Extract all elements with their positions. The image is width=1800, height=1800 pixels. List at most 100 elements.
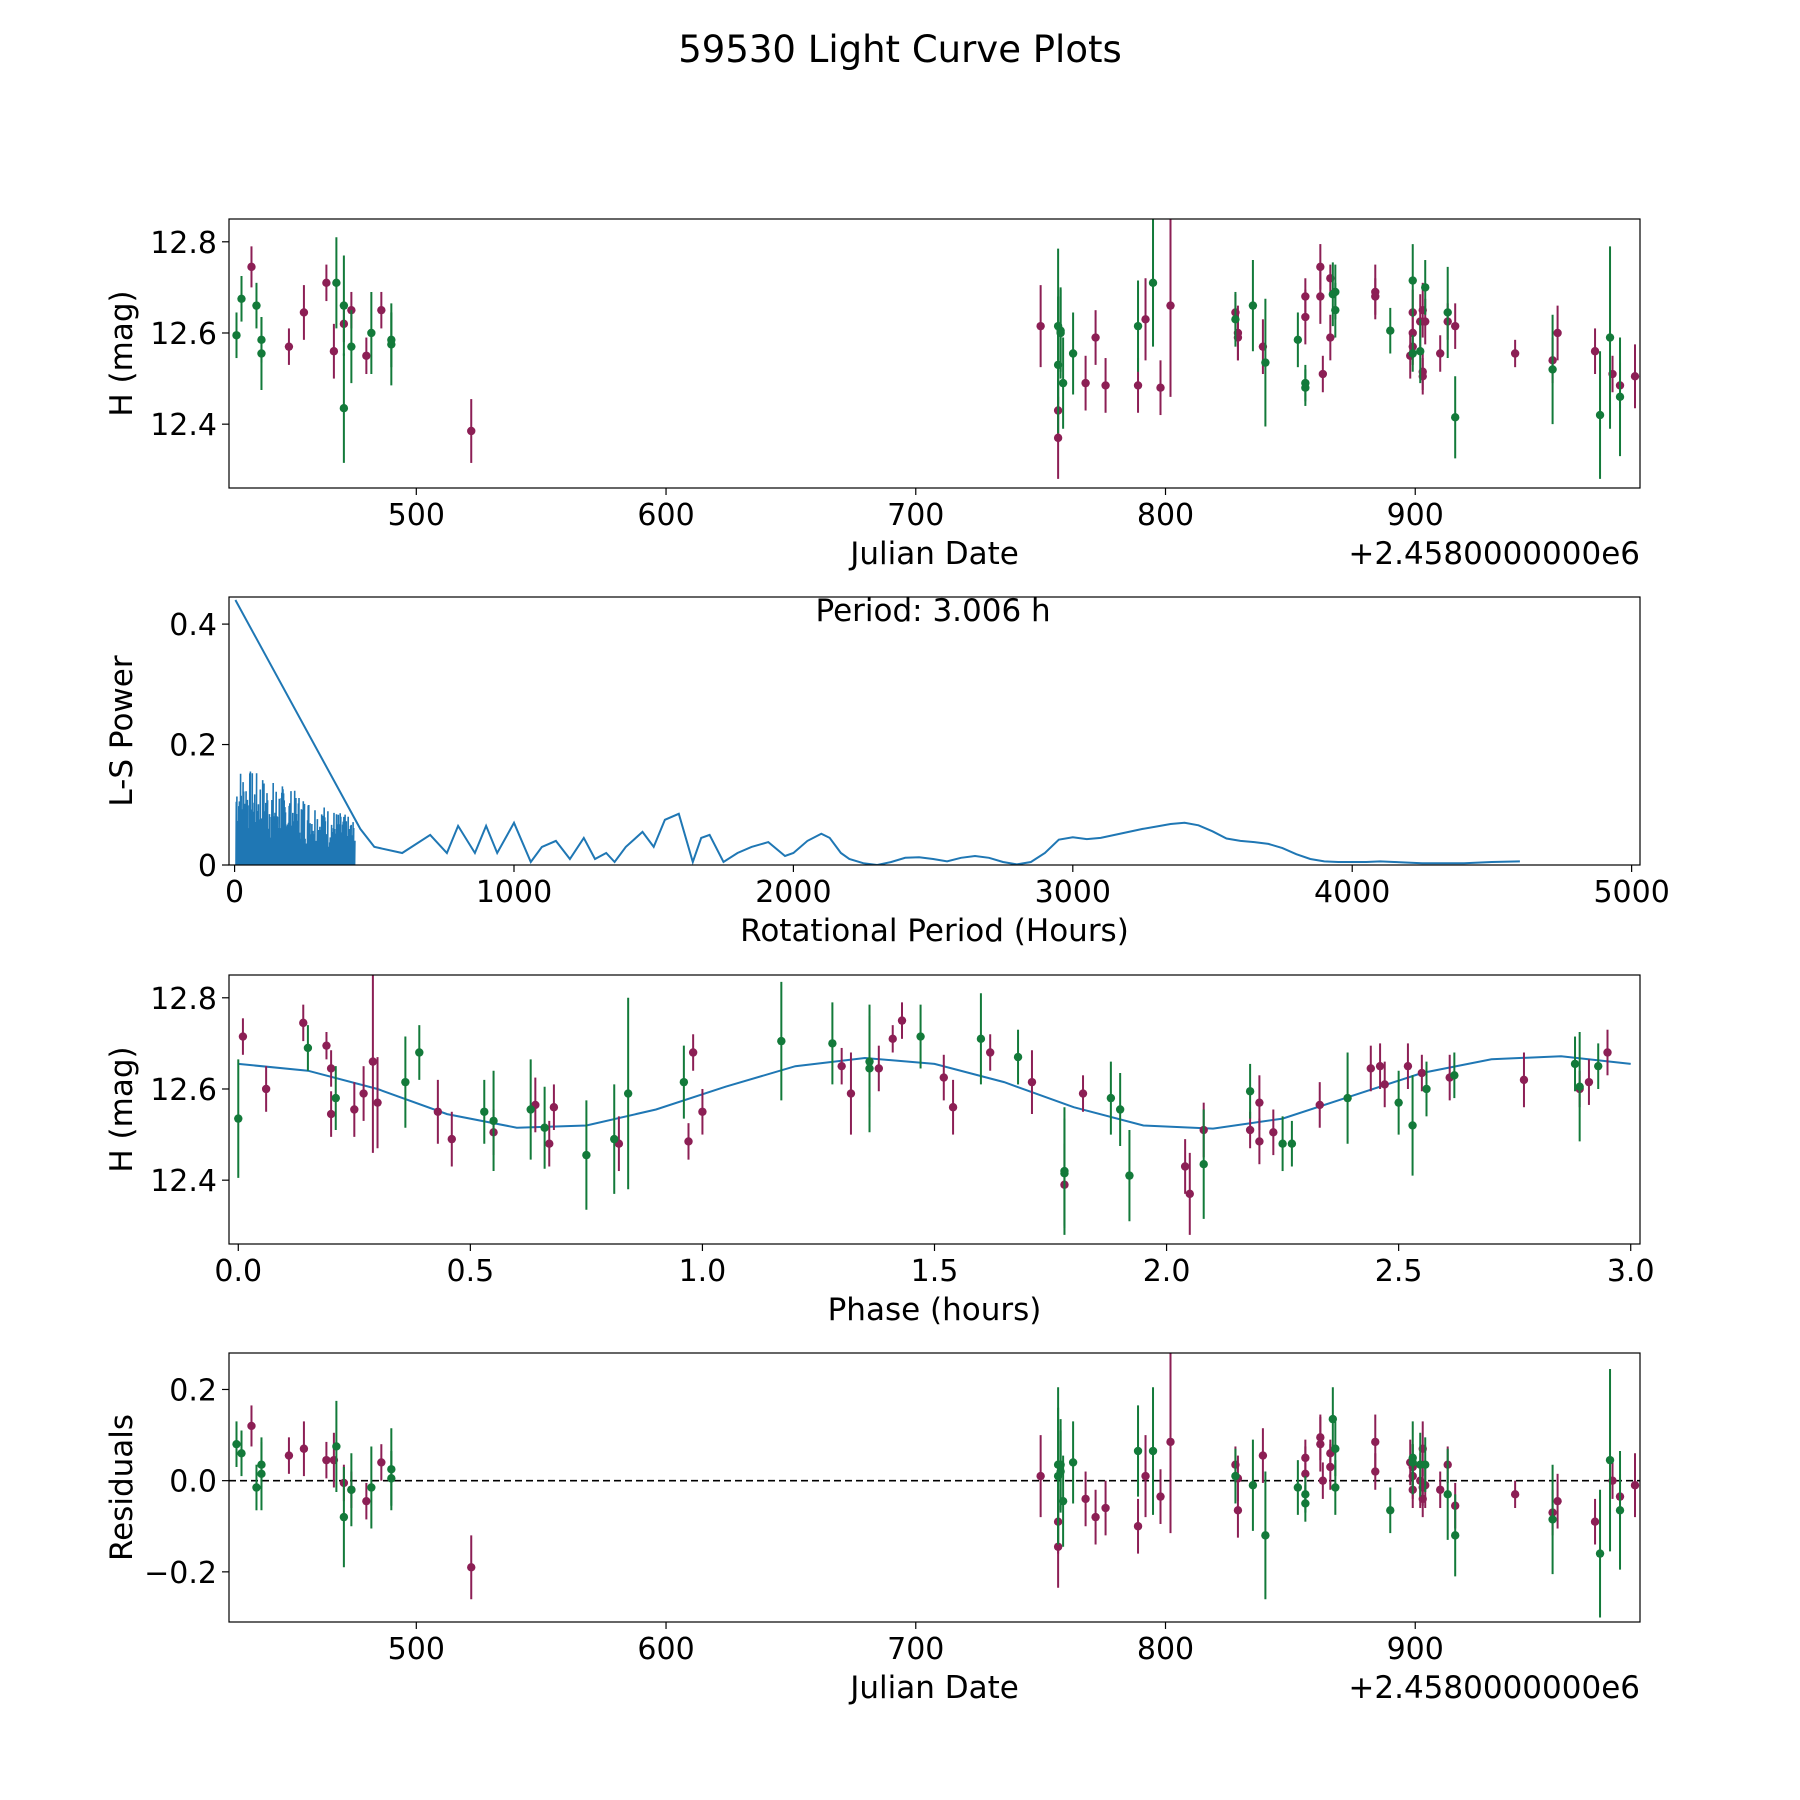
data-point [1166,301,1175,310]
data-point [526,1105,535,1114]
data-point [837,1061,846,1071]
data-point [322,1455,331,1465]
y-tick-label: 12.4 [150,1164,217,1199]
series-filter-m [247,219,1640,479]
period-annotation: Period: 3.006 h [815,593,1050,629]
data-point [1394,1098,1403,1107]
data-point [1060,1169,1069,1178]
data-point [540,1123,549,1132]
x-tick-label: 800 [1137,1632,1194,1667]
data-point [284,1451,294,1460]
data-point [1078,1089,1088,1098]
data-point [1141,1471,1150,1481]
data-point [1417,1068,1427,1078]
y-tick-label: 0.2 [169,1373,217,1408]
data-point [1091,333,1100,342]
data-point [1068,349,1078,358]
data-point [350,1105,359,1114]
data-point [387,335,396,345]
data-point [1450,1071,1459,1080]
data-point [247,262,256,272]
data-point [1101,381,1110,390]
data-point [1287,1139,1297,1148]
data-point [1301,1499,1310,1508]
data-point [1027,1077,1037,1087]
data-point [1316,262,1325,272]
data-point [1255,1137,1264,1146]
data-point [339,1512,349,1522]
y-tick-label: 0.0 [169,1465,217,1500]
data-point [347,305,356,315]
data-point [1343,1093,1352,1103]
data-point [252,1483,261,1492]
data-point [1605,1455,1615,1465]
data-point [874,1064,884,1073]
data-point [684,1137,693,1146]
series-filter-g [232,219,1625,479]
x-tick-label: 5000 [1593,875,1669,910]
data-point [232,331,241,340]
data-point [897,1016,907,1025]
x-tick-label: 2.5 [1375,1254,1423,1289]
data-point [332,278,341,288]
data-point [1615,1506,1625,1515]
data-point [1371,1467,1380,1476]
data-point [1133,1446,1143,1456]
data-point [1331,1483,1340,1492]
data-point [1331,1444,1340,1453]
data-point [1421,317,1430,326]
y-tick-label: 12.6 [150,1073,217,1108]
data-point [1421,1460,1430,1469]
axes-frame [228,1352,1641,1623]
data-point [467,426,476,436]
data-point [1594,1061,1603,1071]
data-point [610,1134,619,1144]
data-point [582,1150,591,1160]
x-axis-label: Rotational Period (Hours) [740,913,1129,949]
data-point [257,349,266,358]
data-point [1436,349,1445,358]
data-point [1366,1064,1375,1073]
data-point [939,1073,948,1082]
data-point [1584,1077,1594,1087]
data-point [1248,1481,1258,1490]
periodogram-line [234,599,1520,865]
x-tick-label: 600 [637,498,694,533]
y-axis-label: Residuals [104,1414,140,1561]
data-point [1255,1098,1264,1107]
data-point [1450,321,1460,331]
data-point [1316,292,1325,301]
data-point [1380,1080,1389,1089]
data-point [1318,1476,1328,1485]
data-point [480,1107,489,1116]
x-tick-label: 2.0 [1143,1254,1191,1289]
data-point [1519,1075,1529,1085]
data-point [1371,1437,1380,1447]
plot-area [234,599,1520,865]
data-point [1115,1105,1125,1114]
data-point [299,1444,309,1453]
data-point [1148,1446,1158,1456]
data-point [1315,1100,1324,1110]
data-point [1443,1490,1452,1499]
data-point [1630,1481,1640,1490]
axes-frame [228,596,1641,866]
x-axis-label: Julian Date [848,536,1019,572]
data-point [467,1563,476,1572]
data-point [377,1458,386,1467]
data-point [1386,326,1395,335]
data-point [252,301,261,310]
y-tick-label: 12.4 [150,408,217,443]
data-point [1603,1048,1612,1057]
data-point [284,342,294,351]
data-point [1408,1121,1417,1130]
data-point [549,1103,559,1112]
data-point [1326,1462,1335,1472]
y-tick-label: 0.2 [169,729,217,764]
x-tick-label: 1.0 [679,1254,727,1289]
data-point [1269,1128,1278,1137]
data-point [433,1107,443,1116]
data-point [368,1057,378,1066]
data-point [489,1116,498,1126]
y-tick-label: 12.8 [150,982,217,1017]
